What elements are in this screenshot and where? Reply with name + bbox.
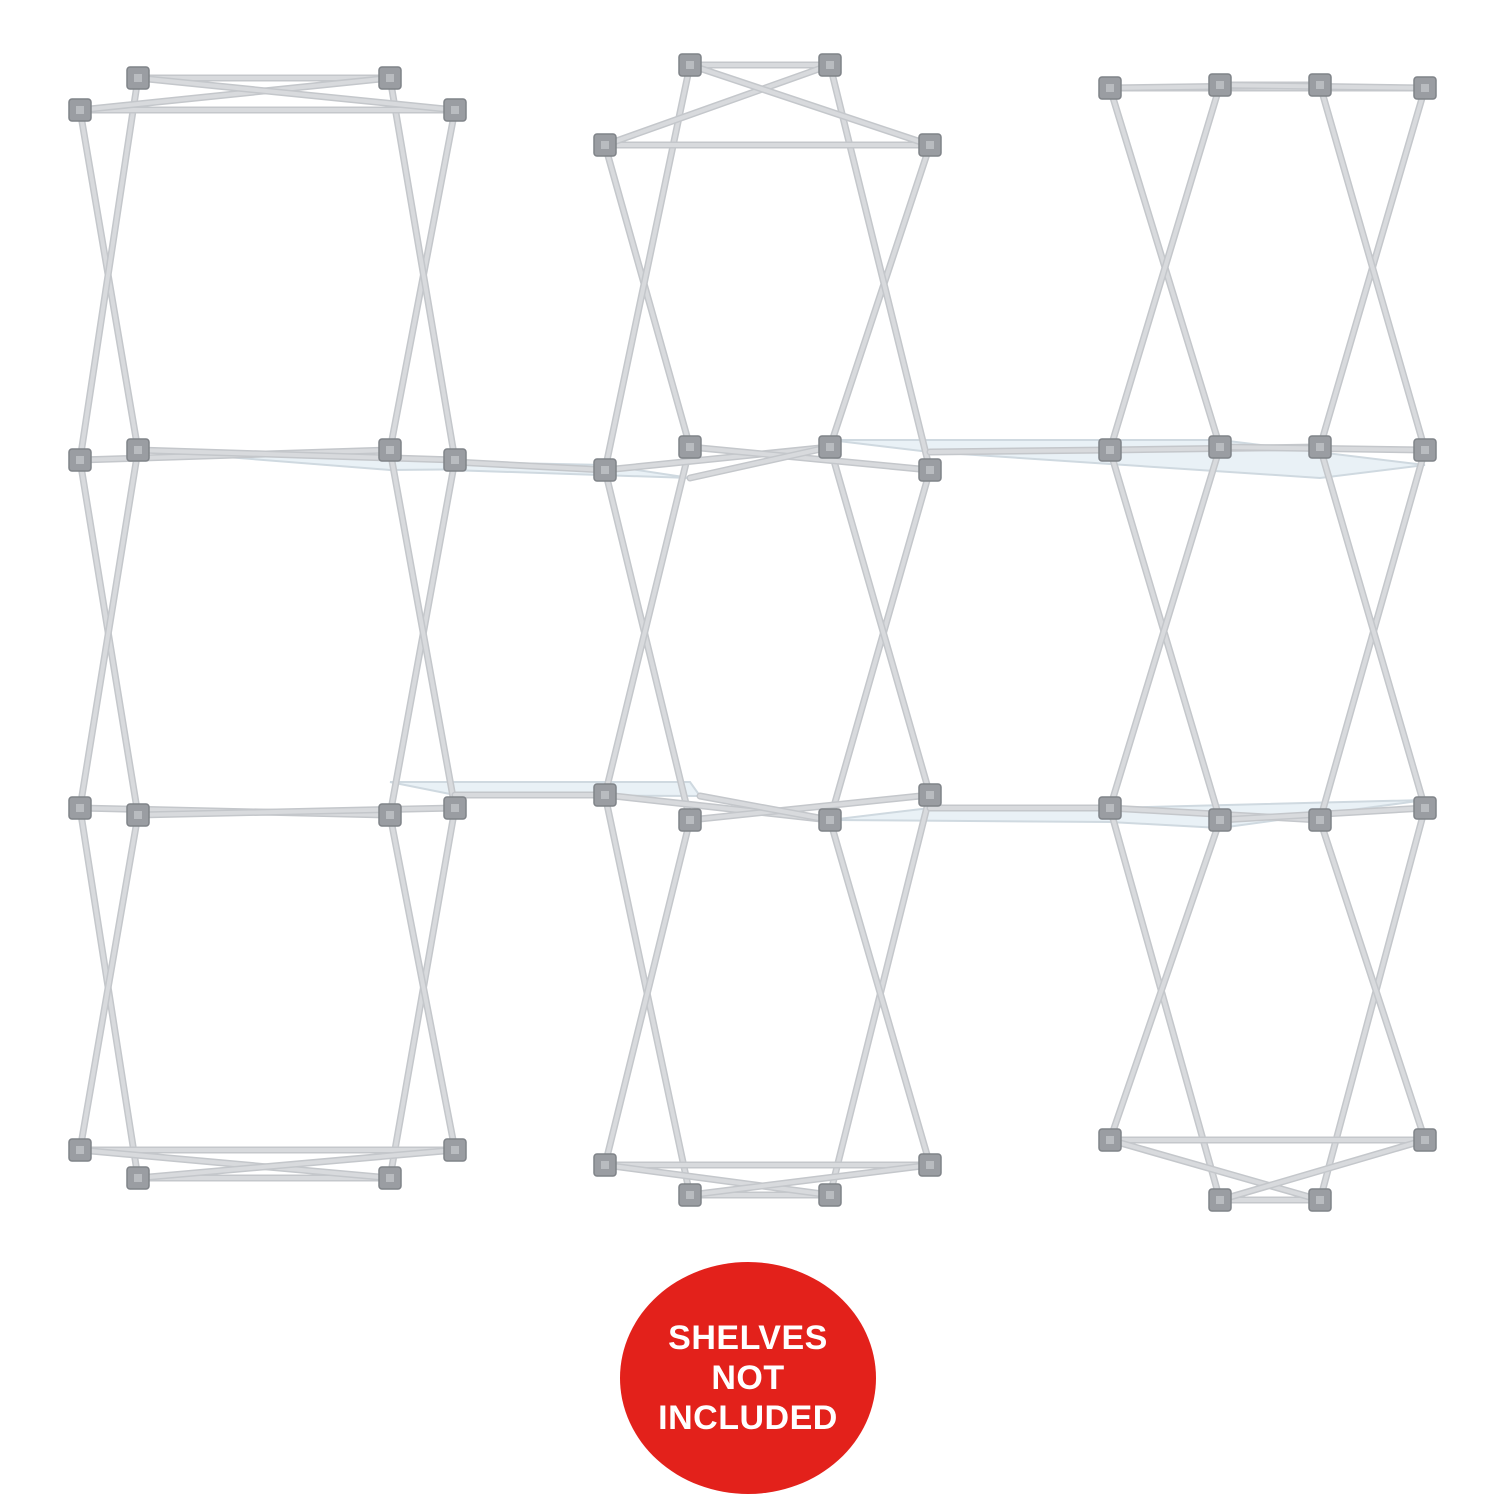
frame-hub-center bbox=[386, 74, 394, 82]
frame-hub-center bbox=[134, 811, 142, 819]
shelves bbox=[137, 439, 1426, 830]
frame-hub-center bbox=[451, 106, 459, 114]
frame-hub-center bbox=[451, 804, 459, 812]
frame-strut-highlight bbox=[603, 468, 692, 822]
frame-strut-highlight bbox=[78, 448, 140, 810]
frame-strut-highlight bbox=[928, 448, 1112, 454]
frame-strut-highlight bbox=[688, 1163, 932, 1197]
frame-hub-center bbox=[386, 446, 394, 454]
frame-strut-highlight bbox=[688, 445, 832, 480]
frame-strut-highlight bbox=[603, 63, 692, 472]
shelves-not-included-badge: SHELVES NOT INCLUDED bbox=[620, 1262, 876, 1494]
frame-hub-center bbox=[1316, 816, 1324, 824]
frame-hub-center bbox=[134, 446, 142, 454]
frame-hub-center bbox=[1106, 446, 1114, 454]
frame-hub-center bbox=[1106, 804, 1114, 812]
frame-hub-center bbox=[601, 466, 609, 474]
frame-hub-center bbox=[686, 816, 694, 824]
frame-strut-highlight bbox=[603, 63, 832, 147]
frame-hub-center bbox=[826, 443, 834, 451]
frame-strut-highlight bbox=[688, 445, 932, 472]
frame-hub-center bbox=[926, 1161, 934, 1169]
frame-strut-highlight bbox=[828, 445, 932, 797]
frame-strut-highlight bbox=[1108, 818, 1222, 1142]
frame-hub-center bbox=[826, 61, 834, 69]
frame-hub-center bbox=[601, 791, 609, 799]
frame-hub-center bbox=[451, 456, 459, 464]
frame-hub-center bbox=[1316, 1196, 1324, 1204]
frame-hub-center bbox=[926, 466, 934, 474]
frame-strut-highlight bbox=[78, 813, 140, 1152]
frame-hub-center bbox=[1316, 81, 1324, 89]
frame-hub-center bbox=[1216, 443, 1224, 451]
frame-strut-highlight bbox=[1318, 445, 1427, 810]
frame-strut-highlight bbox=[603, 445, 832, 472]
frame-strut-highlight bbox=[828, 143, 932, 449]
frame-hub-center bbox=[451, 1146, 459, 1154]
frame-hub-center bbox=[1421, 84, 1429, 92]
frame-strut-highlight bbox=[453, 460, 607, 472]
frame-hub-center bbox=[76, 804, 84, 812]
frame-hub-center bbox=[601, 141, 609, 149]
frame-strut-highlight bbox=[828, 63, 932, 472]
frame-hub-center bbox=[686, 1191, 694, 1199]
frame-strut-highlight bbox=[688, 63, 932, 147]
frame-hubs bbox=[68, 53, 1437, 1212]
frame-strut-highlight bbox=[1318, 818, 1427, 1142]
frame-hub-center bbox=[386, 1174, 394, 1182]
frame-struts bbox=[76, 61, 1429, 1204]
frame-strut-highlight bbox=[1108, 1138, 1322, 1202]
frame-hub-center bbox=[826, 816, 834, 824]
frame-strut-highlight bbox=[78, 76, 392, 112]
frame-strut-highlight bbox=[828, 468, 932, 822]
frame-strut-highlight bbox=[603, 445, 692, 797]
frame-strut-highlight bbox=[1218, 1138, 1427, 1202]
frame-hub-center bbox=[601, 1161, 609, 1169]
frame-hub-center bbox=[1421, 446, 1429, 454]
frame-strut-highlight bbox=[388, 448, 457, 810]
frame-strut-highlight bbox=[136, 806, 457, 817]
frame-strut-highlight bbox=[603, 143, 692, 449]
frame-strut-highlight bbox=[1108, 445, 1222, 810]
frame-strut-highlight bbox=[1318, 806, 1427, 1202]
frame-strut-highlight bbox=[136, 1148, 457, 1180]
frame-hub-center bbox=[76, 106, 84, 114]
frame-hub-center bbox=[1421, 1136, 1429, 1144]
frame-hub-center bbox=[1216, 1196, 1224, 1204]
frame-strut-highlight bbox=[698, 794, 832, 822]
frame-hub-center bbox=[926, 791, 934, 799]
frame-strut-highlight bbox=[828, 818, 932, 1167]
frame-strut-highlight bbox=[136, 448, 457, 462]
frame-hub-center bbox=[134, 1174, 142, 1182]
frame-hub-center bbox=[1216, 816, 1224, 824]
frame-hub-center bbox=[686, 61, 694, 69]
badge-line-2: NOT bbox=[711, 1359, 785, 1397]
frame-hub-center bbox=[386, 811, 394, 819]
badge-line-3: INCLUDED bbox=[658, 1399, 838, 1437]
frame-strut-highlight bbox=[388, 813, 457, 1152]
frame-hub-center bbox=[686, 443, 694, 451]
frame-hub-center bbox=[134, 74, 142, 82]
frame-strut-highlight bbox=[1108, 83, 1222, 452]
frame-strut-highlight bbox=[136, 76, 457, 112]
frame-strut-highlight bbox=[603, 1163, 832, 1197]
frame-strut-highlight bbox=[1318, 83, 1427, 452]
frame-strut-highlight bbox=[78, 76, 140, 462]
frame-strut-highlight bbox=[1108, 806, 1222, 1202]
frame-strut-highlight bbox=[688, 793, 932, 822]
frame-hub-center bbox=[76, 456, 84, 464]
frame-hub-center bbox=[76, 1146, 84, 1154]
badge-line-1: SHELVES bbox=[668, 1319, 828, 1357]
frame-strut-highlight bbox=[78, 1148, 392, 1180]
frame-strut-highlight bbox=[388, 76, 457, 462]
frame-strut-highlight bbox=[603, 818, 692, 1167]
frame-hub-center bbox=[1106, 1136, 1114, 1144]
frame-hub-center bbox=[1216, 81, 1224, 89]
frame-hub-center bbox=[1316, 443, 1324, 451]
frame-hub-center bbox=[826, 1191, 834, 1199]
frame-hub-center bbox=[1421, 804, 1429, 812]
frame-hub-center bbox=[926, 141, 934, 149]
frame-hub-center bbox=[1106, 84, 1114, 92]
